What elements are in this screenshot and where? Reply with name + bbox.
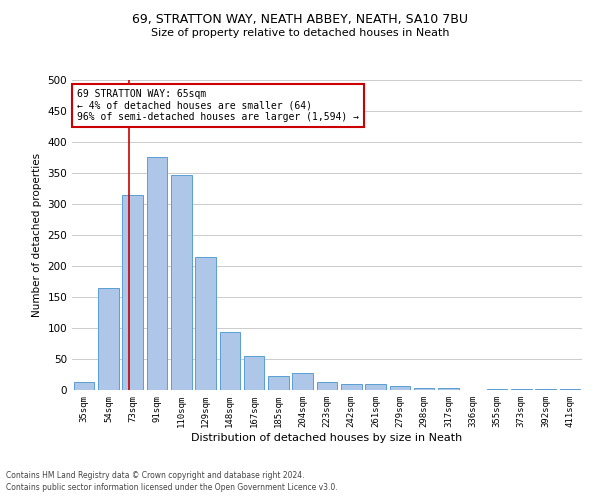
Bar <box>487 389 508 390</box>
Bar <box>317 382 337 390</box>
Bar <box>220 332 240 390</box>
Bar <box>389 386 410 390</box>
Bar <box>438 388 459 390</box>
Bar <box>268 376 289 390</box>
Bar <box>365 384 386 390</box>
Bar <box>195 256 216 390</box>
Bar <box>341 384 362 390</box>
Bar <box>292 374 313 390</box>
Bar <box>74 382 94 390</box>
Bar <box>414 388 434 390</box>
Text: 69 STRATTON WAY: 65sqm
← 4% of detached houses are smaller (64)
96% of semi-deta: 69 STRATTON WAY: 65sqm ← 4% of detached … <box>77 90 359 122</box>
Bar <box>171 176 191 390</box>
Text: Size of property relative to detached houses in Neath: Size of property relative to detached ho… <box>151 28 449 38</box>
X-axis label: Distribution of detached houses by size in Neath: Distribution of detached houses by size … <box>191 432 463 442</box>
Bar <box>244 356 265 390</box>
Text: Contains public sector information licensed under the Open Government Licence v3: Contains public sector information licen… <box>6 484 338 492</box>
Bar <box>560 389 580 390</box>
Bar <box>122 196 143 390</box>
Bar <box>146 157 167 390</box>
Text: 69, STRATTON WAY, NEATH ABBEY, NEATH, SA10 7BU: 69, STRATTON WAY, NEATH ABBEY, NEATH, SA… <box>132 12 468 26</box>
Bar <box>98 288 119 390</box>
Y-axis label: Number of detached properties: Number of detached properties <box>32 153 42 317</box>
Text: Contains HM Land Registry data © Crown copyright and database right 2024.: Contains HM Land Registry data © Crown c… <box>6 471 305 480</box>
